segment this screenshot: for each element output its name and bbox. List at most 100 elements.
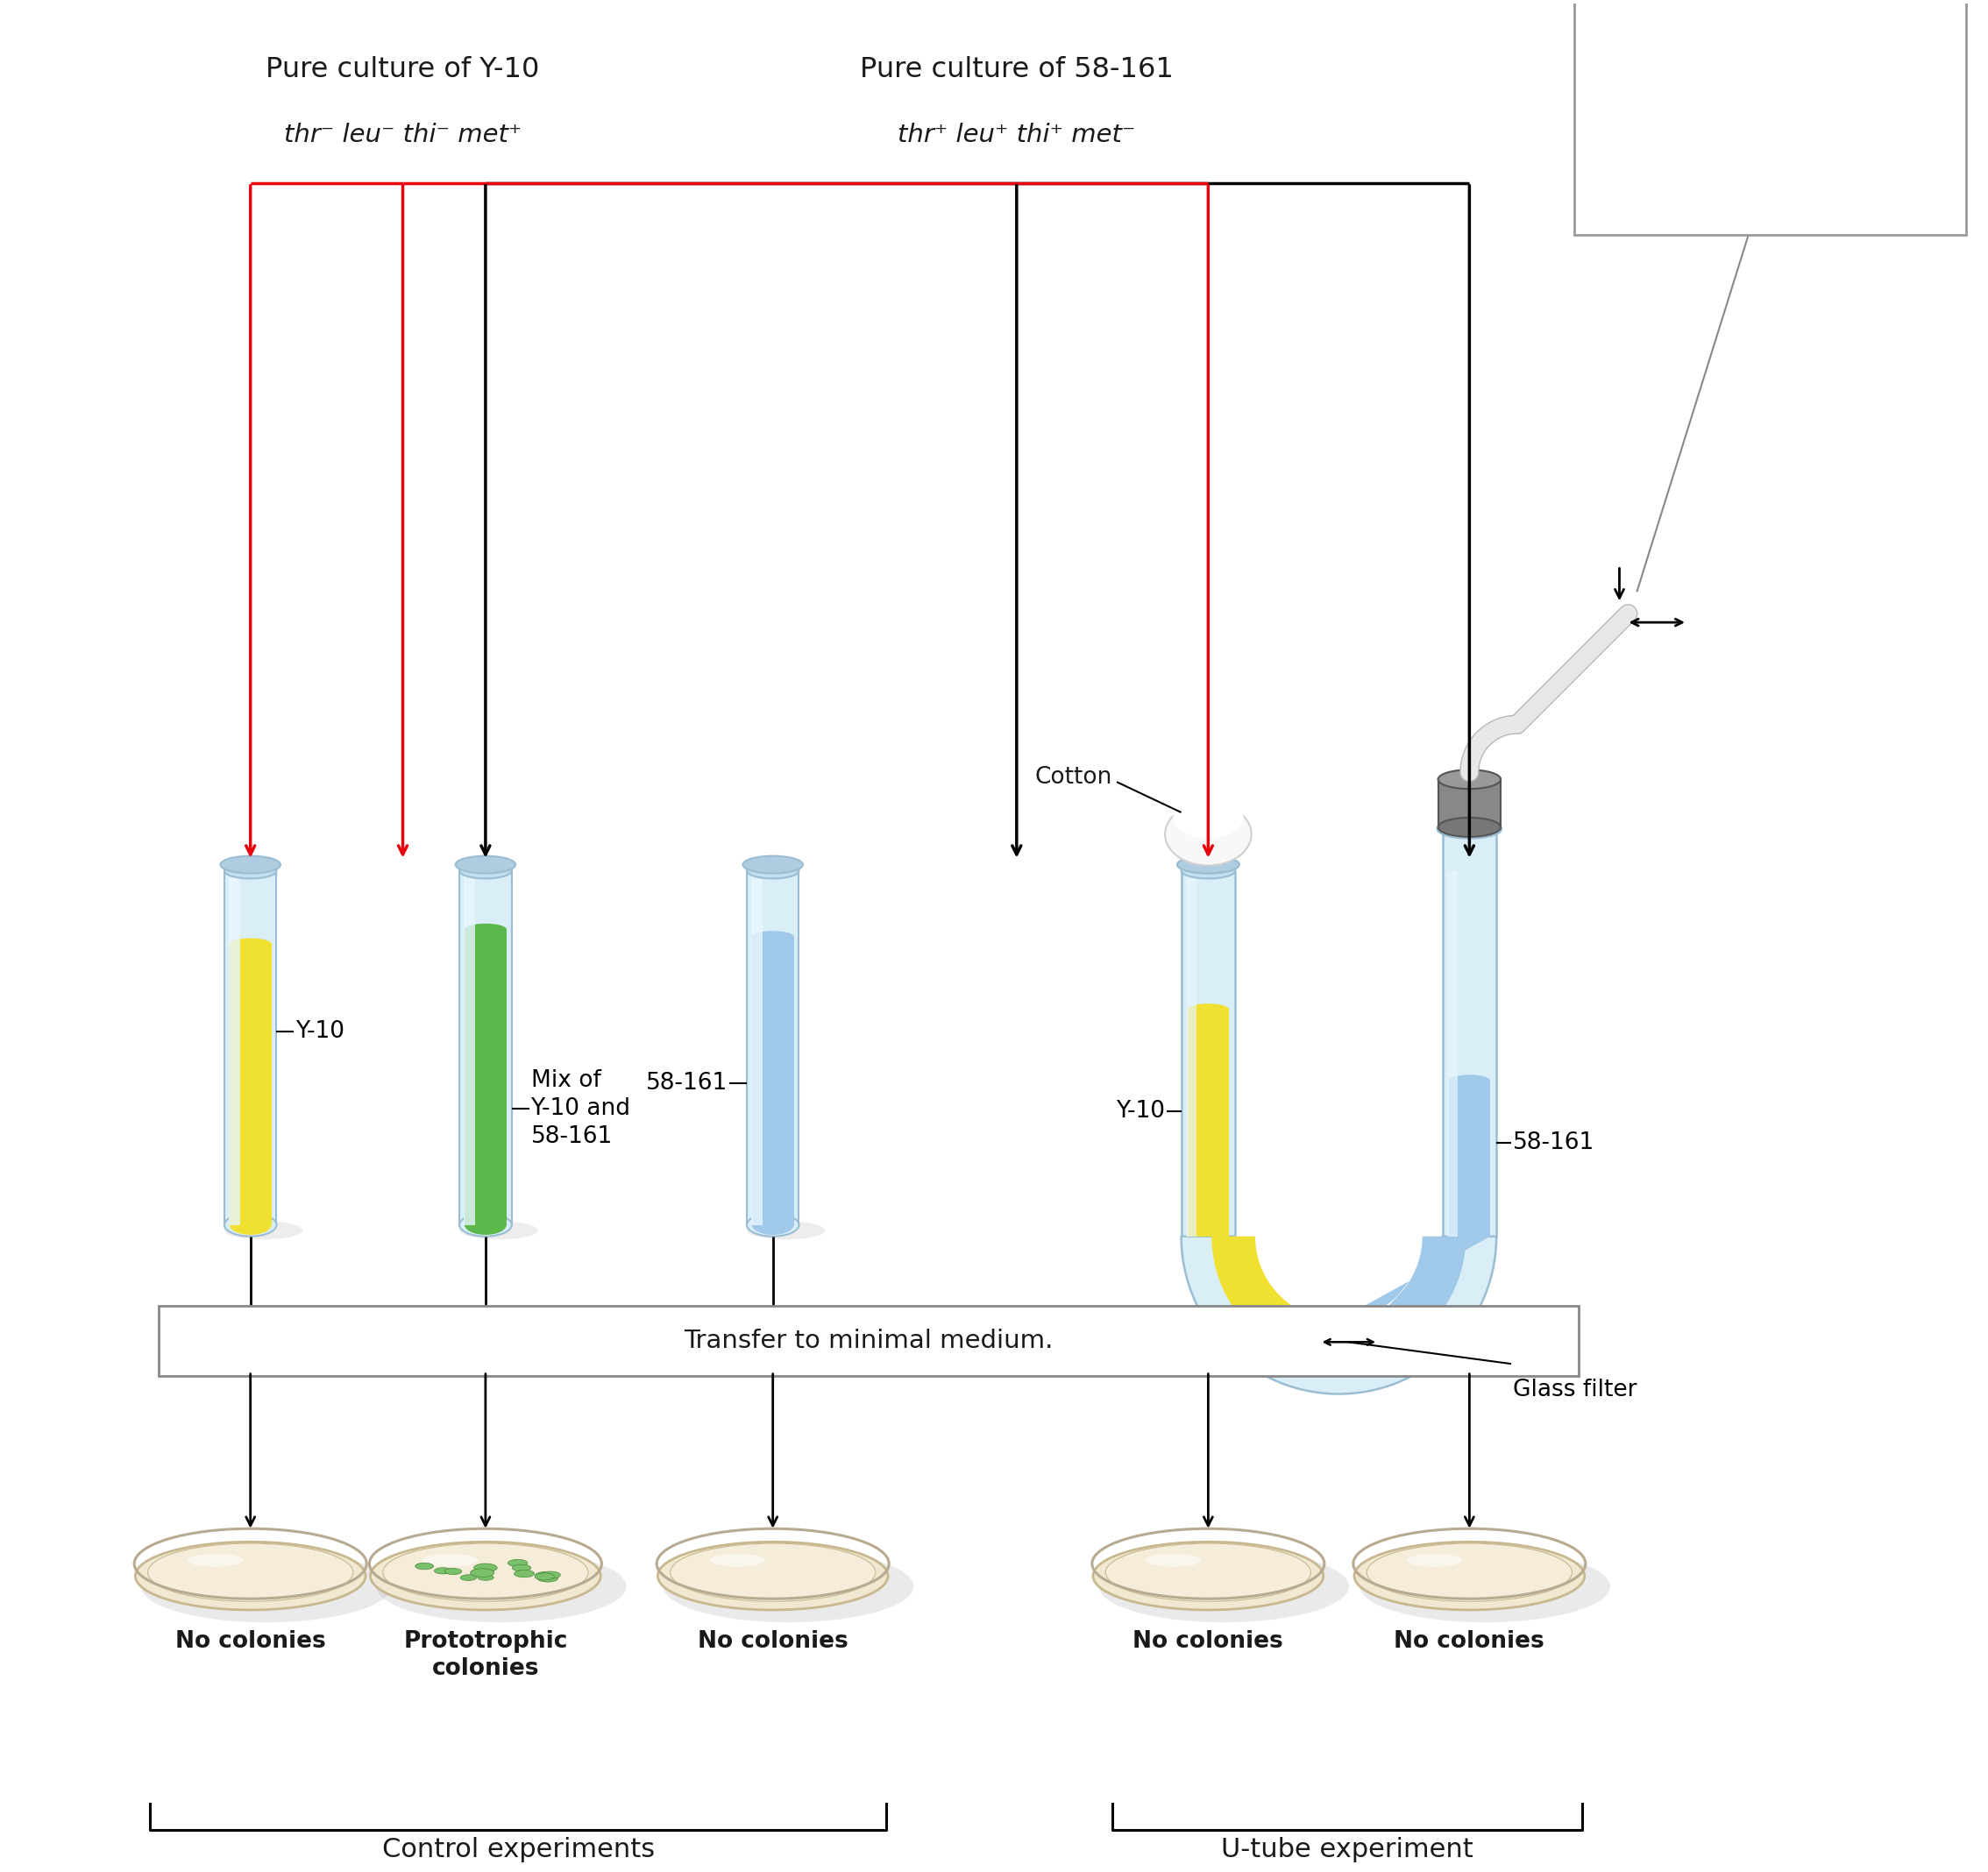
Ellipse shape (513, 1565, 531, 1571)
Polygon shape (459, 870, 511, 1224)
Ellipse shape (225, 1221, 302, 1239)
Polygon shape (1181, 1236, 1497, 1395)
Ellipse shape (535, 1572, 555, 1578)
Ellipse shape (1437, 769, 1501, 788)
Ellipse shape (710, 1554, 765, 1567)
Ellipse shape (1177, 856, 1239, 874)
Ellipse shape (477, 1574, 493, 1580)
Ellipse shape (370, 1543, 600, 1610)
Ellipse shape (744, 856, 803, 874)
Text: Y-10: Y-10 (1115, 1101, 1165, 1123)
Ellipse shape (1099, 1550, 1350, 1623)
Ellipse shape (1165, 803, 1250, 865)
Polygon shape (751, 936, 793, 1224)
Ellipse shape (751, 930, 793, 942)
Ellipse shape (1408, 1554, 1461, 1567)
Text: No colonies: No colonies (1133, 1631, 1284, 1653)
Ellipse shape (747, 1221, 825, 1239)
Ellipse shape (225, 1213, 276, 1236)
FancyBboxPatch shape (1574, 0, 1966, 236)
Ellipse shape (471, 1569, 495, 1576)
FancyBboxPatch shape (159, 1307, 1578, 1376)
Ellipse shape (1105, 1543, 1310, 1601)
Polygon shape (1437, 779, 1501, 827)
Text: No colonies: No colonies (698, 1631, 849, 1653)
Ellipse shape (1173, 796, 1242, 839)
Ellipse shape (1093, 1543, 1324, 1610)
Polygon shape (1338, 1236, 1491, 1363)
Ellipse shape (465, 1215, 507, 1236)
Ellipse shape (455, 856, 515, 874)
Ellipse shape (535, 1572, 555, 1580)
Text: No colonies: No colonies (175, 1631, 326, 1653)
Ellipse shape (747, 1213, 799, 1236)
Ellipse shape (1187, 1003, 1229, 1016)
Ellipse shape (465, 923, 507, 934)
Ellipse shape (135, 1543, 366, 1610)
Polygon shape (1449, 1080, 1491, 1236)
Ellipse shape (1437, 818, 1501, 837)
Text: Pure culture of 58-161: Pure culture of 58-161 (859, 56, 1173, 84)
Ellipse shape (541, 1571, 561, 1578)
Ellipse shape (507, 1559, 527, 1567)
Ellipse shape (221, 856, 280, 874)
Text: thr⁺ leu⁺ thi⁺ met⁻: thr⁺ leu⁺ thi⁺ met⁻ (899, 124, 1135, 148)
Ellipse shape (1354, 1543, 1584, 1610)
Polygon shape (229, 870, 241, 1224)
Ellipse shape (229, 1215, 270, 1236)
Ellipse shape (1330, 1327, 1348, 1355)
Ellipse shape (141, 1550, 392, 1623)
Ellipse shape (147, 1543, 354, 1601)
Polygon shape (463, 870, 475, 1224)
Ellipse shape (670, 1543, 875, 1601)
Polygon shape (225, 870, 276, 1224)
Text: Glass filter: Glass filter (1513, 1378, 1636, 1402)
Ellipse shape (459, 863, 511, 878)
Ellipse shape (751, 1215, 793, 1236)
Ellipse shape (415, 1563, 433, 1569)
Text: Mix of
Y-10 and
58-161: Mix of Y-10 and 58-161 (531, 1069, 630, 1148)
Text: 58-161: 58-161 (646, 1071, 728, 1095)
Text: 58-161: 58-161 (1513, 1133, 1594, 1155)
Ellipse shape (1449, 1075, 1491, 1088)
Ellipse shape (658, 1543, 889, 1610)
Polygon shape (465, 929, 507, 1224)
Ellipse shape (1368, 1543, 1573, 1601)
Ellipse shape (1181, 863, 1235, 878)
Ellipse shape (515, 1571, 535, 1578)
Ellipse shape (473, 1563, 497, 1572)
Text: Alternating
suction and
pressure: Alternating suction and pressure (1700, 52, 1841, 148)
Polygon shape (747, 870, 799, 1224)
Text: Cotton: Cotton (1036, 766, 1113, 788)
Ellipse shape (1145, 1554, 1201, 1567)
Ellipse shape (225, 863, 276, 878)
Ellipse shape (229, 938, 270, 949)
Polygon shape (1447, 870, 1457, 1236)
Ellipse shape (423, 1554, 477, 1567)
Ellipse shape (664, 1550, 914, 1623)
Ellipse shape (537, 1574, 559, 1582)
Polygon shape (1443, 827, 1497, 1236)
Ellipse shape (433, 1567, 451, 1574)
Text: U-tube experiment: U-tube experiment (1221, 1836, 1473, 1863)
Polygon shape (229, 943, 270, 1224)
Ellipse shape (384, 1543, 588, 1601)
Polygon shape (751, 870, 761, 1224)
Polygon shape (1185, 870, 1197, 1236)
Polygon shape (1187, 1236, 1338, 1363)
Polygon shape (1187, 1009, 1229, 1236)
Text: Pure culture of Y-10: Pure culture of Y-10 (266, 56, 539, 84)
Text: Control experiments: Control experiments (382, 1836, 654, 1863)
Text: Transfer to minimal medium.: Transfer to minimal medium. (684, 1329, 1054, 1353)
Ellipse shape (459, 1221, 537, 1239)
Text: thr⁻ leu⁻ thi⁻ met⁺: thr⁻ leu⁻ thi⁻ met⁺ (284, 124, 521, 148)
Ellipse shape (1360, 1550, 1610, 1623)
Ellipse shape (1177, 856, 1239, 874)
Ellipse shape (187, 1554, 243, 1567)
Ellipse shape (459, 1213, 511, 1236)
Ellipse shape (445, 1569, 461, 1574)
Text: Y-10: Y-10 (296, 1020, 344, 1043)
Ellipse shape (747, 863, 799, 878)
Ellipse shape (461, 1574, 477, 1580)
Text: Prototrophic
colonies: Prototrophic colonies (404, 1631, 569, 1679)
